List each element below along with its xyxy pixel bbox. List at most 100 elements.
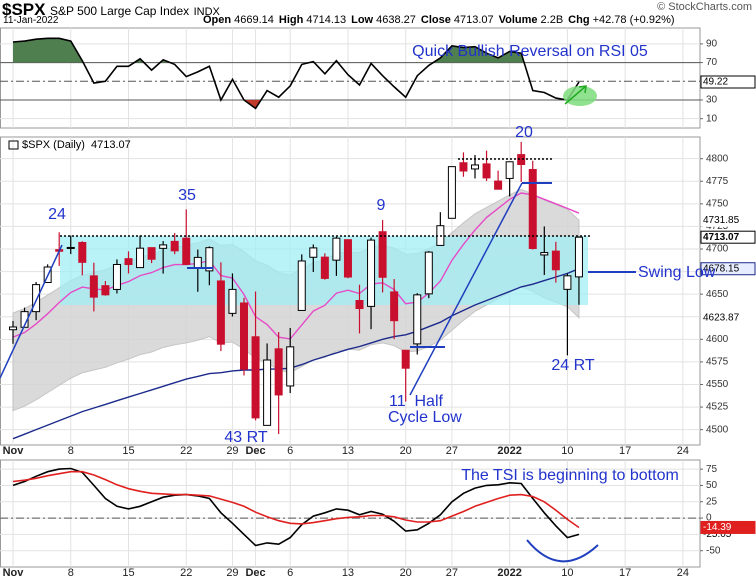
exchange: INDX [193,6,220,18]
x-tick-label: 10 [561,567,573,579]
annotation: 43 RT [224,429,268,446]
x-tick-label: 2022 [497,445,521,457]
indicator-line [12,470,580,529]
candle-body [528,169,537,249]
x-tick-label: 27 [446,445,458,457]
x-tick-label: Nov [3,445,25,457]
trend-line [0,244,63,379]
candle-body [263,359,272,426]
candle-body [101,285,110,296]
annotation: 11 Half [389,393,444,410]
value-tag: 4678.15 [703,263,740,274]
candle-body [170,240,179,252]
candle-body [563,275,572,290]
candle-body [78,241,87,263]
quote-label: Close [420,14,451,26]
x-tick-label: 22 [180,445,192,457]
y-tick-label: 4700 [706,244,729,255]
y-tick-label: 4750 [706,198,729,209]
annotation: 20 [515,124,533,141]
y-tick-label: 10 [706,113,718,124]
value-tag-box [700,262,756,276]
candle-body [401,349,410,369]
y-tick-label: 4600 [706,334,729,345]
candle-body [540,252,549,256]
candle-body [66,246,75,249]
candle-body [228,288,237,314]
legend-label: $SPX (Daily) [22,139,85,151]
x-tick-label: 24 [677,445,689,457]
value-tag-box [700,230,756,244]
candle-body [182,237,191,265]
candle-body [286,346,295,387]
value-tag-box [700,213,756,227]
candle-body [240,302,248,370]
x-tick-label: 8 [68,567,74,579]
threshold-fill [13,38,579,63]
arrow-head [578,85,587,94]
legend-icon [8,140,19,150]
candle-body [482,163,491,179]
candle-body [320,256,329,279]
candle-body [413,294,422,345]
candle-body [136,247,145,269]
annotation: 24 [48,206,66,223]
candle-body [355,299,364,310]
bottom-arc [526,539,599,563]
symbol: $SPX [2,0,46,19]
x-tick-label: 15 [122,567,134,579]
candle-body [89,275,98,298]
credit: © StockCharts.com [657,1,752,13]
y-tick-label: 4500 [706,424,729,435]
value-tag-box [700,520,756,534]
x-tick-label: Dec [245,567,265,579]
quote-value: +42.78 (+0.92%) [592,14,675,26]
y-tick-label: 4525 [706,402,729,413]
quote-label: High [278,14,304,26]
candle-body [505,161,514,179]
date: 11-Jan-2022 [3,15,59,26]
y-tick-label: 4800 [706,153,729,164]
x-tick-label: 15 [122,445,134,457]
y-tick-label: 4650 [706,289,729,300]
x-tick-label: 13 [342,567,354,579]
x-tick-label: 17 [619,567,631,579]
value-tag: -14.39 [703,522,732,533]
annotation: 9 [377,197,386,214]
index-name: S&P 500 Large Cap Index [49,4,190,18]
y-tick-label: 4775 [706,176,729,187]
candle-body [9,326,17,331]
candle-body [494,180,503,190]
candle-body [343,239,352,278]
value-tag: 49.22 [703,77,728,88]
x-tick-label: 8 [68,445,74,457]
quote-label: Low [351,14,374,26]
annotation: Swing Low [638,264,716,281]
y-tick-label: 4575 [706,357,729,368]
x-tick-label: 13 [342,445,354,457]
quote-value: 2.2B [540,14,564,26]
legend-value: 4713.07 [91,139,131,151]
quote-label: Open [203,14,232,26]
candle-body [390,291,399,322]
indicator-line [12,467,580,547]
value-tag-box [700,75,756,89]
x-tick-label: 29 [226,445,238,457]
y-tick-label: 70 [706,57,718,68]
candle-body [447,166,456,219]
highlight-ellipse [563,86,597,106]
candle-body [112,263,121,290]
panel-data [12,37,580,110]
x-tick-label: 24 [677,567,689,579]
annotation: Quick Bullish Reversal on RSI 05 [412,43,648,60]
quote-label: Volume [498,14,538,26]
candle-body [459,162,468,172]
quote-value: 4638.27 [376,14,416,26]
data-layer [9,37,583,547]
y-tick-label: 25 [706,496,718,507]
panel-frame [0,459,701,568]
annotation: Cycle Low [388,409,462,426]
